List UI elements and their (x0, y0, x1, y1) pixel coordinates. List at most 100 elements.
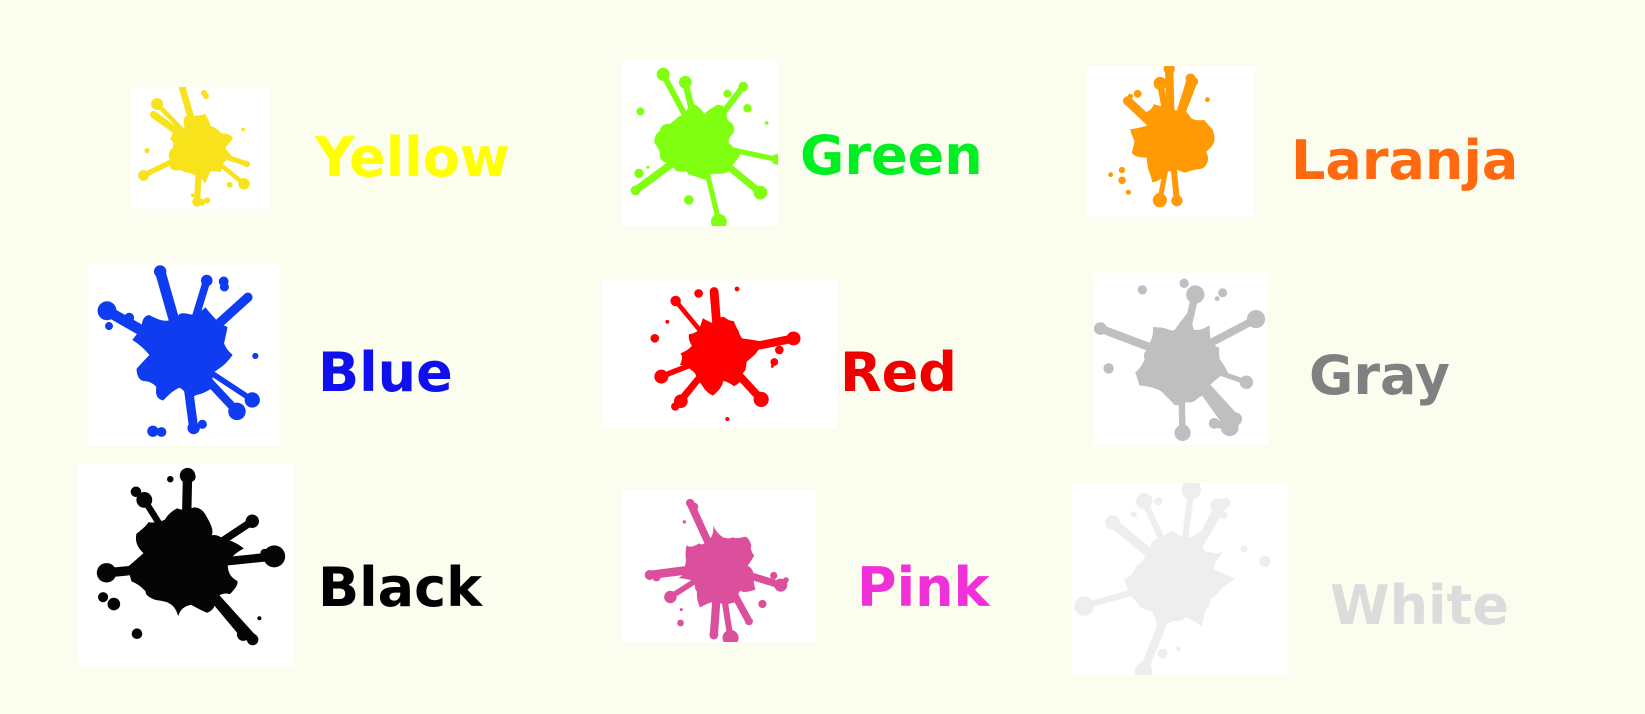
splash-droplet (775, 345, 784, 355)
splash-droplet (185, 471, 196, 483)
splash-arm (671, 369, 707, 410)
splash-drop (1134, 662, 1153, 675)
splash-arm (673, 298, 706, 337)
splash-drop (1093, 322, 1107, 335)
splash-drop (263, 545, 286, 568)
splash-arm (1195, 375, 1241, 424)
splash-arm (703, 165, 722, 225)
splash-droplet (734, 286, 740, 292)
splash-arm (181, 470, 193, 537)
splash-arm (739, 334, 798, 353)
splash-drop (1220, 497, 1231, 509)
splash-droplet (1130, 511, 1137, 518)
splash-droplet (1240, 545, 1248, 553)
splash-droplet (770, 358, 779, 366)
pink-splash-icon (644, 498, 789, 642)
splash-drop (722, 629, 739, 642)
splash-droplet (98, 592, 109, 603)
splash-drop (1153, 76, 1167, 90)
splash-arm (206, 368, 256, 403)
splash-drop (786, 331, 801, 346)
black-splash-icon (96, 467, 286, 646)
splash-droplet (226, 181, 233, 188)
splash-arm (709, 287, 722, 334)
splash-drop (771, 154, 778, 165)
splash-drop (1074, 596, 1094, 616)
splash-drop (710, 213, 727, 226)
splash-arm (1081, 584, 1153, 610)
splash-drop (1136, 492, 1153, 510)
splash-droplet (124, 312, 135, 323)
splash-droplet (634, 168, 644, 178)
splash-arm (716, 156, 764, 197)
splash-droplet (219, 282, 229, 292)
splash-drop (753, 391, 769, 407)
splash-arm (660, 71, 691, 123)
splash-arm (1123, 96, 1157, 129)
splash-arm (203, 588, 247, 639)
splash-arm (140, 154, 185, 179)
splash-droplet (683, 195, 694, 205)
splash-droplet (144, 148, 150, 154)
splash-arm (189, 276, 211, 330)
splash-droplet (156, 427, 167, 437)
splash-droplet (770, 364, 774, 368)
splash-arm (213, 158, 247, 187)
splash-drop (670, 295, 681, 307)
splash-arm (202, 292, 253, 340)
splash-droplet (1154, 497, 1163, 506)
splash-drop (1152, 193, 1167, 208)
splash-drop (753, 185, 768, 200)
splash-droplet (130, 486, 142, 498)
splash-arm (149, 111, 187, 140)
splash-drop (228, 402, 246, 421)
splash-drop (238, 178, 250, 190)
blue-splash-icon (97, 265, 260, 437)
splash-droplet (1108, 172, 1114, 178)
splash-arm (1205, 366, 1249, 385)
splash-drop (1171, 195, 1183, 207)
splash-droplet (1220, 511, 1228, 519)
gray-splash-icon (1093, 278, 1266, 442)
splash-droplet (1125, 189, 1131, 195)
splash-drop (153, 265, 167, 278)
splash-arm (1170, 163, 1180, 204)
splash-drop (1181, 483, 1202, 500)
splash-droplet (198, 198, 206, 206)
splash-drop (151, 98, 164, 111)
splash-droplet (1157, 648, 1168, 659)
splash-drop (243, 292, 253, 302)
green-splash-icon (630, 67, 778, 226)
splash-droplet (652, 573, 661, 582)
splash-arm (1193, 499, 1229, 555)
splash-droplet (1147, 659, 1152, 664)
splash-droplet (1214, 296, 1220, 302)
splash-droplet (646, 165, 650, 169)
splash-droplet (107, 597, 121, 611)
splash-arm (712, 83, 747, 126)
splash-droplet (1181, 424, 1189, 432)
splash-arm (1165, 66, 1175, 121)
splash-droplet (190, 193, 195, 198)
splash-droplet (682, 520, 687, 524)
splash-drop (656, 67, 670, 81)
splash-arm (193, 165, 203, 205)
splash-arm (722, 145, 778, 163)
splash-droplet (1127, 93, 1134, 100)
splash-droplet (260, 548, 269, 558)
color-label-orange: Laranja (1291, 129, 1519, 192)
splash-droplet (241, 127, 245, 132)
splash-drop (200, 274, 213, 287)
blue-splash-card (88, 264, 280, 446)
splash-droplet (131, 628, 143, 639)
splash-droplet (1204, 97, 1210, 103)
splash-arm (1107, 517, 1161, 564)
splash-body (128, 507, 244, 617)
splash-drop (1246, 309, 1266, 329)
splash-droplet (1103, 363, 1114, 374)
splash-droplet (758, 599, 767, 609)
splash-drop (630, 185, 641, 196)
splash-drop (644, 569, 655, 580)
splash-droplet (650, 333, 660, 343)
splash-arm (216, 152, 250, 167)
